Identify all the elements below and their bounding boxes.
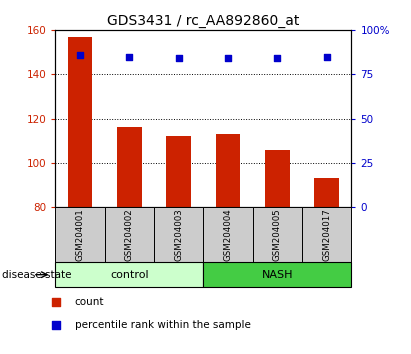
Bar: [253, 207, 302, 262]
Bar: [166, 136, 191, 207]
Bar: [154, 207, 203, 262]
Point: [53, 322, 60, 328]
Bar: [203, 207, 253, 262]
Bar: [117, 127, 142, 207]
Point: [274, 56, 281, 61]
Point: [225, 56, 231, 61]
Text: NASH: NASH: [262, 270, 293, 280]
Bar: [68, 37, 92, 207]
Point: [126, 54, 133, 59]
Bar: [302, 207, 351, 262]
Text: GSM204017: GSM204017: [322, 208, 331, 261]
Bar: [203, 262, 351, 287]
Point: [323, 54, 330, 59]
Text: GSM204002: GSM204002: [125, 208, 134, 261]
Text: disease state: disease state: [2, 270, 72, 280]
Bar: [105, 207, 154, 262]
Bar: [55, 262, 203, 287]
Bar: [314, 178, 339, 207]
Point: [77, 52, 83, 58]
Text: count: count: [75, 297, 104, 307]
Text: control: control: [110, 270, 149, 280]
Text: GSM204005: GSM204005: [273, 208, 282, 261]
Point: [175, 56, 182, 61]
Text: GSM204004: GSM204004: [224, 208, 233, 261]
Bar: [265, 149, 290, 207]
Bar: [216, 134, 240, 207]
Text: GSM204001: GSM204001: [76, 208, 85, 261]
Title: GDS3431 / rc_AA892860_at: GDS3431 / rc_AA892860_at: [107, 14, 300, 28]
Point: [53, 299, 60, 304]
Text: percentile rank within the sample: percentile rank within the sample: [75, 320, 251, 330]
Bar: [55, 207, 105, 262]
Text: GSM204003: GSM204003: [174, 208, 183, 261]
